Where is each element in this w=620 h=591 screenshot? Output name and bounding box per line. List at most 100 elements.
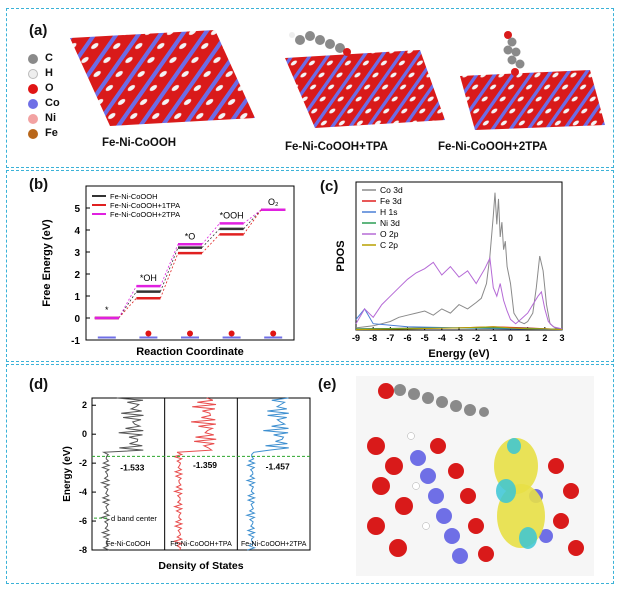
x-tick-label: 2 xyxy=(542,333,547,343)
x-tick-label: -1 xyxy=(489,333,497,343)
step-label: O₂ xyxy=(268,197,279,207)
pdos-series-line xyxy=(355,192,563,330)
y-tick-label: -1 xyxy=(71,336,80,347)
y-tick-label: -2 xyxy=(79,458,87,468)
step-connector xyxy=(243,209,262,235)
legend-label: Ni xyxy=(45,112,56,124)
panel-c-label: (c) xyxy=(320,178,339,195)
y-axis-label: Free Energy (eV) xyxy=(41,219,53,307)
step-connector xyxy=(243,209,262,224)
slab-pristine xyxy=(70,30,255,126)
x-tick-label: -3 xyxy=(455,333,463,343)
d-band-center-label: -1.533 xyxy=(120,462,144,472)
surface-atoms xyxy=(367,432,584,564)
legend-entry: Fe-Ni-CoOOH+2TPA xyxy=(110,210,180,219)
x-axis-label: Energy (eV) xyxy=(428,348,489,360)
y-tick-label: -4 xyxy=(79,487,87,497)
panel-a xyxy=(6,8,614,168)
slab-2tpa xyxy=(460,70,605,130)
atom-o-icon xyxy=(28,84,38,94)
charge-density-isosurface xyxy=(494,438,545,549)
panel-bc xyxy=(6,170,614,362)
step-connector xyxy=(118,297,137,319)
atom-fe-icon xyxy=(28,129,38,139)
dos-curve xyxy=(172,397,217,551)
step-connector xyxy=(160,252,179,299)
pdos-series-line xyxy=(355,326,563,331)
column-label: Fe-Ni-CoOOH+TPA xyxy=(170,541,232,548)
legend-entry: C 2p xyxy=(380,240,398,250)
x-tick-label: -7 xyxy=(386,333,394,343)
tpa-molecule-2 xyxy=(503,31,525,76)
legend-entry: Co 3d xyxy=(380,185,403,195)
x-tick-label: -5 xyxy=(421,333,429,343)
step-label: *OOH xyxy=(220,210,244,220)
legend-entry: Fe-Ni-CoOOH xyxy=(110,192,158,201)
adsorbate-icon xyxy=(145,330,152,337)
charge-density-render xyxy=(356,376,594,576)
atom-c-icon xyxy=(28,54,38,64)
slab-tpa xyxy=(285,50,445,128)
free-energy-chart: -1 0 1 2 3 4 5 Free Energy (eV) Reaction Coordin… xyxy=(41,185,295,358)
x-tick-label: -6 xyxy=(403,333,411,343)
column-label: Fe-Ni-CoOOH+2TPA xyxy=(241,541,307,548)
pdos-series-line xyxy=(355,256,563,330)
legend-entry: Fe 3d xyxy=(380,196,402,206)
panel-de xyxy=(6,364,614,584)
y-tick-label: 3 xyxy=(74,248,80,259)
crystal-structures xyxy=(70,30,605,130)
step-label: *O xyxy=(185,231,196,241)
panel-e-label: (e) xyxy=(318,376,337,393)
x-tick-label: -2 xyxy=(472,333,480,343)
annotation-label: d band center xyxy=(111,514,157,523)
legend-label: Co xyxy=(45,97,60,109)
atom-h-icon xyxy=(28,69,38,79)
y-tick-label: 2 xyxy=(74,270,80,281)
x-axis-label: Reaction Coordinate xyxy=(136,346,244,358)
legend-entry: Ni 3d xyxy=(380,218,400,228)
adsorbate-icon xyxy=(187,330,193,337)
dos-curve xyxy=(245,397,289,551)
legend-entry: H 1s xyxy=(380,207,397,217)
d-band-center-label: -1.359 xyxy=(193,460,217,470)
step-connector xyxy=(118,291,137,319)
step-connector xyxy=(201,234,220,254)
d-band-center-label: -1.457 xyxy=(266,461,290,471)
legend-entry: Fe-Ni-CoOOH+1TPA xyxy=(110,201,180,210)
y-tick-label: 5 xyxy=(74,204,80,215)
panel-d-label: (d) xyxy=(29,376,49,393)
legend-label: C xyxy=(45,52,53,64)
atom-co-icon xyxy=(28,99,38,109)
plot-frame xyxy=(85,185,295,341)
y-tick-label: -8 xyxy=(79,545,87,555)
step-connector xyxy=(201,228,220,248)
x-axis-label: Density of States xyxy=(158,560,243,572)
pdos-chart: -9 -8 -7 -6 -5 -4 -3 -2 -1 0 1 2 3 PDOS Energy (eV) Co … xyxy=(336,181,565,360)
atom-ni-icon xyxy=(28,114,38,124)
y-tick-label: 4 xyxy=(74,226,80,237)
legend-label: H xyxy=(45,67,53,79)
step-connector xyxy=(243,209,262,230)
step-connector xyxy=(160,247,179,292)
y-tick-label: 0 xyxy=(82,429,87,439)
adsorbate-icon xyxy=(270,330,277,337)
x-tick-label: 1 xyxy=(525,333,530,343)
y-tick-label: 2 xyxy=(82,400,87,410)
adsorbate-icon xyxy=(228,330,235,337)
dos-chart: 2 0 -2 -4 -6 -8 Energy (eV) Density of States -1… xyxy=(62,397,311,572)
step-label: *OH xyxy=(140,273,157,283)
legend-label: Fe xyxy=(45,127,58,139)
y-axis-label: PDOS xyxy=(336,240,347,271)
y-tick-label: 1 xyxy=(74,292,80,303)
tpa-adsorbate xyxy=(378,383,489,417)
y-axis-label: Energy (eV) xyxy=(62,446,73,502)
dos-curve xyxy=(99,397,144,551)
tpa-molecule-1 xyxy=(289,31,351,56)
legend-entry: O 2p xyxy=(380,229,399,239)
x-tick-label: 3 xyxy=(559,333,564,343)
panel-b-label: (b) xyxy=(29,176,49,193)
plot-frame xyxy=(91,397,311,551)
y-tick-label: 0 xyxy=(74,314,80,325)
legend-label: O xyxy=(45,82,54,94)
atom-legend: C H O Co Ni Fe xyxy=(24,52,74,152)
